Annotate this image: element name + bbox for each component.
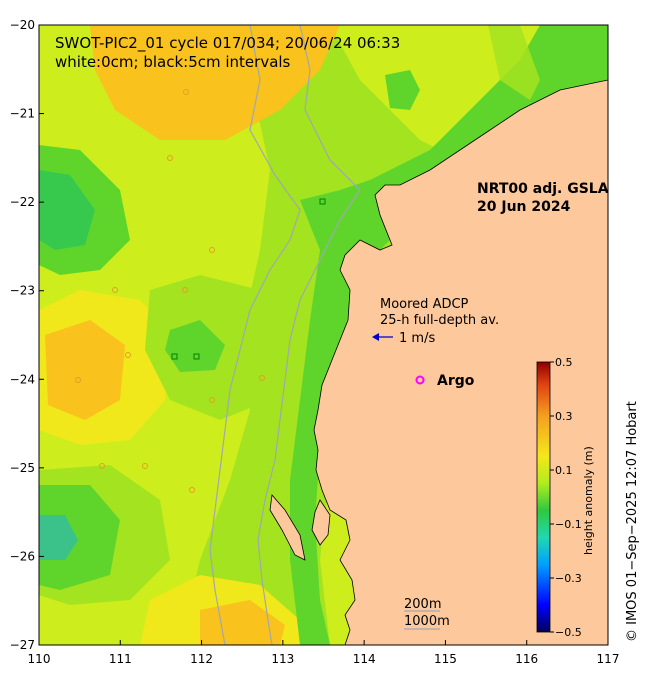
x-tick-label: 117 xyxy=(597,652,620,666)
y-tick-label: −27 xyxy=(10,638,35,652)
adcp-scale-label: 1 m/s xyxy=(399,331,435,346)
isobath-200-label: 200m xyxy=(404,597,441,612)
station-marker xyxy=(259,375,265,381)
station-marker xyxy=(209,247,215,253)
adcp-mooring xyxy=(319,198,326,205)
sla-low-southwest-core xyxy=(39,515,78,560)
land-dirk-hartog xyxy=(269,494,306,561)
map-title-line2: white:0cm; black:5cm intervals xyxy=(55,53,291,71)
product-label-line1: NRT00 adj. GSLA xyxy=(477,181,609,197)
station-marker xyxy=(209,397,215,403)
adcp-mooring xyxy=(193,353,200,360)
swot-swath xyxy=(488,25,540,100)
station-marker xyxy=(189,487,195,493)
x-tick-label: 116 xyxy=(515,652,538,666)
x-tick-label: 110 xyxy=(28,652,51,666)
colorbar-tick-label: −0.1 xyxy=(555,518,582,531)
y-tick-label: −23 xyxy=(10,284,35,298)
x-tick-label: 113 xyxy=(271,652,294,666)
argo-label: Argo xyxy=(437,373,475,389)
y-tick-label: −24 xyxy=(10,372,35,386)
y-axis: −20 −21 −22 −23 −24 −25 −26 −27 xyxy=(10,18,44,652)
x-tick-label: 112 xyxy=(190,652,213,666)
colorbar-tick-label: −0.3 xyxy=(555,572,582,585)
y-tick-label: −22 xyxy=(10,195,35,209)
x-tick-label: 115 xyxy=(434,652,457,666)
sla-low-center-core xyxy=(165,320,225,372)
argo-marker xyxy=(415,375,425,385)
sla-low-northeast xyxy=(385,70,420,110)
sla-low-southwest-mid xyxy=(39,485,120,590)
y-tick-label: −20 xyxy=(10,18,35,32)
station-marker xyxy=(183,89,189,95)
colorbar: 0.5 0.3 0.1 −0.1 −0.3 −0.5 height anomaly (m) xyxy=(536,356,595,639)
isobath-1000m xyxy=(209,25,301,645)
adcp-mooring xyxy=(171,353,178,360)
isobath-200m xyxy=(257,25,361,645)
adcp-scale-arrow-head xyxy=(372,333,379,341)
station-marker xyxy=(75,377,81,383)
station-marker xyxy=(142,463,148,469)
isobath-1000-label: 1000m xyxy=(404,614,450,629)
adcp-moorings xyxy=(171,198,326,360)
sla-low-west-core xyxy=(39,170,95,250)
adcp-legend-line1: Moored ADCP xyxy=(380,297,469,312)
station-marker xyxy=(125,352,131,358)
x-axis: 110 111 112 113 114 115 116 117 xyxy=(28,640,620,666)
station-marker xyxy=(182,287,188,293)
plot-area xyxy=(39,25,608,645)
plot-frame xyxy=(38,24,609,646)
y-tick-label: −26 xyxy=(10,549,35,563)
x-tick-label: 111 xyxy=(109,652,132,666)
colorbar-tick-label: 0.5 xyxy=(555,356,573,369)
x-tick-label: 114 xyxy=(353,652,376,666)
sla-high-south-core xyxy=(200,600,285,645)
y-tick-label: −21 xyxy=(10,107,35,121)
sla-high-north xyxy=(90,25,340,140)
y-tick-label: −25 xyxy=(10,461,35,475)
colorbar-tick-label: −0.5 xyxy=(555,626,582,639)
product-label-line2: 20 Jun 2024 xyxy=(477,199,571,215)
station-marker xyxy=(112,287,118,293)
station-marker xyxy=(99,463,105,469)
colorbar-tick-label: 0.1 xyxy=(555,464,573,477)
station-marker xyxy=(167,155,173,161)
colorbar-tick-label: 0.3 xyxy=(555,410,573,423)
adcp-legend-line2: 25-h full-depth av. xyxy=(380,313,499,328)
colorbar-gradient xyxy=(536,361,551,633)
colorbar-title: height anomaly (m) xyxy=(582,446,595,555)
colorbar-ticks: 0.5 0.3 0.1 −0.1 −0.3 −0.5 xyxy=(550,356,582,639)
map-title-line1: SWOT-PIC2_01 cycle 017/034; 20/06/24 06:… xyxy=(55,34,400,53)
land-peninsula xyxy=(311,499,331,546)
credit-text: © IMOS 01−Sep−2025 12:07 Hobart xyxy=(625,401,640,642)
sla-high-west-core xyxy=(45,320,125,420)
land-australia xyxy=(313,79,608,645)
station-markers xyxy=(75,89,265,493)
